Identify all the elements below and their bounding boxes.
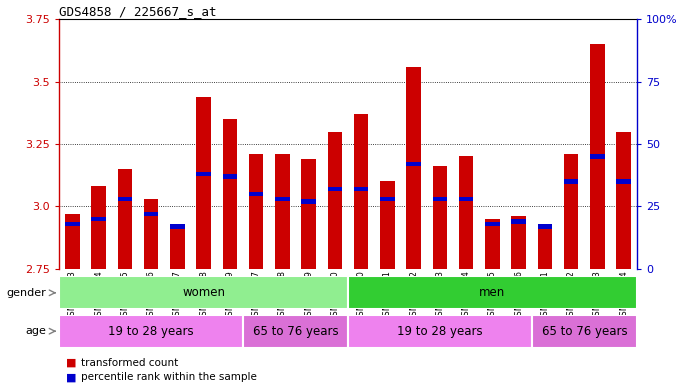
Text: GDS4858 / 225667_s_at: GDS4858 / 225667_s_at bbox=[59, 5, 216, 18]
Bar bbox=[328, 187, 342, 191]
Bar bbox=[380, 182, 395, 269]
Bar bbox=[459, 157, 473, 269]
Bar bbox=[196, 97, 211, 269]
Bar bbox=[275, 197, 290, 201]
Text: transformed count: transformed count bbox=[81, 358, 179, 368]
Bar bbox=[564, 179, 578, 184]
Bar bbox=[91, 187, 106, 269]
Bar bbox=[354, 187, 368, 191]
Bar bbox=[532, 315, 637, 348]
Bar bbox=[144, 199, 158, 269]
Bar bbox=[59, 276, 348, 309]
Bar bbox=[118, 197, 132, 201]
Bar bbox=[118, 169, 132, 269]
Bar bbox=[170, 224, 184, 228]
Bar bbox=[301, 199, 316, 204]
Bar bbox=[590, 154, 605, 159]
Bar bbox=[459, 197, 473, 201]
Text: 65 to 76 years: 65 to 76 years bbox=[541, 325, 627, 338]
Bar bbox=[380, 197, 395, 201]
Text: ■: ■ bbox=[66, 372, 77, 382]
Bar bbox=[406, 67, 421, 269]
Bar bbox=[512, 217, 526, 269]
Text: ■: ■ bbox=[66, 358, 77, 368]
Bar bbox=[65, 222, 79, 226]
Bar bbox=[328, 132, 342, 269]
Bar bbox=[144, 212, 158, 216]
Bar bbox=[564, 154, 578, 269]
Text: men: men bbox=[480, 286, 505, 299]
Bar bbox=[538, 224, 552, 269]
Text: 65 to 76 years: 65 to 76 years bbox=[253, 325, 338, 338]
Bar bbox=[433, 167, 447, 269]
Bar bbox=[170, 227, 184, 269]
Bar bbox=[223, 119, 237, 269]
Text: age: age bbox=[25, 326, 46, 336]
Bar bbox=[538, 224, 552, 228]
Text: percentile rank within the sample: percentile rank within the sample bbox=[81, 372, 258, 382]
Bar bbox=[512, 219, 526, 223]
Bar bbox=[590, 44, 605, 269]
Bar bbox=[406, 162, 421, 166]
Bar bbox=[249, 154, 263, 269]
Bar bbox=[433, 197, 447, 201]
Bar bbox=[91, 217, 106, 221]
Bar bbox=[275, 154, 290, 269]
Text: 19 to 28 years: 19 to 28 years bbox=[109, 325, 194, 338]
Bar bbox=[617, 132, 631, 269]
Bar bbox=[65, 214, 79, 269]
Bar bbox=[301, 159, 316, 269]
Bar bbox=[196, 172, 211, 176]
Bar bbox=[348, 315, 532, 348]
Bar bbox=[223, 174, 237, 179]
Bar bbox=[243, 315, 348, 348]
Bar bbox=[485, 219, 500, 269]
Text: women: women bbox=[182, 286, 225, 299]
Text: 19 to 28 years: 19 to 28 years bbox=[397, 325, 483, 338]
Bar bbox=[249, 192, 263, 196]
Bar bbox=[354, 114, 368, 269]
Bar bbox=[348, 276, 637, 309]
Bar bbox=[617, 179, 631, 184]
Bar bbox=[485, 222, 500, 226]
Text: gender: gender bbox=[6, 288, 46, 298]
Bar bbox=[59, 315, 243, 348]
